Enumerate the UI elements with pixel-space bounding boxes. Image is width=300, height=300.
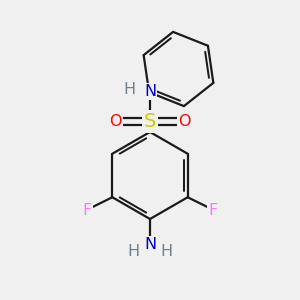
Text: F: F (82, 203, 92, 218)
Text: O: O (178, 114, 191, 129)
Text: N: N (144, 84, 156, 99)
Text: H: H (128, 244, 140, 260)
Text: F: F (208, 203, 218, 218)
Text: N: N (144, 237, 156, 252)
Text: S: S (144, 112, 156, 131)
Text: H: H (124, 82, 136, 98)
Text: O: O (109, 114, 122, 129)
Text: H: H (160, 244, 172, 260)
